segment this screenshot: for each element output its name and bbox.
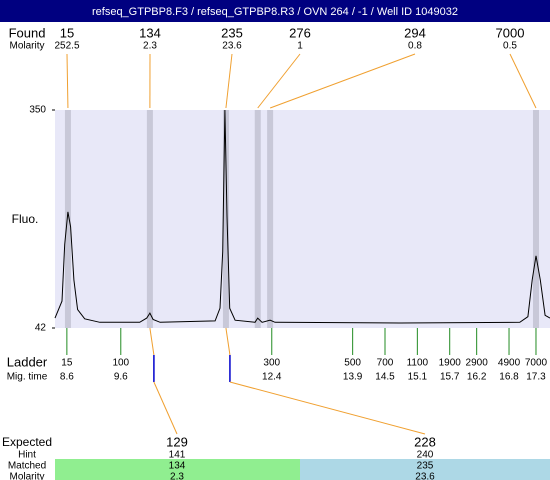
peak-molarity: 252.5 bbox=[54, 41, 79, 52]
ladder-time: 13.9 bbox=[343, 372, 363, 383]
plot-area bbox=[55, 110, 550, 328]
ladder-time: 16.2 bbox=[467, 372, 487, 383]
y-tick-label: 42 bbox=[35, 323, 47, 334]
expected-molarity: 2.3 bbox=[170, 472, 184, 480]
expected-label: Expected bbox=[2, 435, 52, 449]
matched-size: 134 bbox=[169, 461, 186, 472]
peak-band bbox=[146, 110, 153, 328]
title: refseq_GTPBP8.F3 / refseq_GTPBP8.R3 / OV… bbox=[92, 6, 458, 18]
ladder-label: Ladder bbox=[7, 354, 48, 369]
matched-band bbox=[55, 459, 300, 480]
peak-size: 134 bbox=[139, 25, 161, 40]
expected-molarity: 23.6 bbox=[415, 472, 435, 480]
matched-label: Matched bbox=[8, 461, 46, 472]
peak-band bbox=[222, 110, 229, 328]
ladder-size: 300 bbox=[263, 358, 280, 369]
found-label: Found bbox=[9, 25, 46, 40]
peak-leader bbox=[66, 53, 69, 109]
peak-leader bbox=[269, 53, 416, 109]
matched-band bbox=[300, 459, 550, 480]
ladder-size: 700 bbox=[377, 358, 394, 369]
expected-molarity-label: Molarity bbox=[9, 472, 44, 480]
match-leader bbox=[153, 381, 178, 435]
ladder-size: 15 bbox=[61, 358, 73, 369]
match-leader bbox=[149, 327, 155, 356]
y-tick-label: 350 bbox=[29, 105, 46, 116]
peak-molarity: 23.6 bbox=[222, 41, 242, 52]
peak-molarity: 0.5 bbox=[503, 41, 517, 52]
peak-band bbox=[64, 110, 71, 328]
peak-leader bbox=[509, 53, 537, 109]
peak-band bbox=[532, 110, 539, 328]
ladder-size: 1900 bbox=[439, 358, 462, 369]
ladder-size: 2900 bbox=[466, 358, 489, 369]
peak-size: 276 bbox=[289, 25, 311, 40]
peak-molarity: 1 bbox=[297, 41, 303, 52]
matched-size: 235 bbox=[417, 461, 434, 472]
expected-size: 129 bbox=[166, 434, 188, 449]
ladder-time: 16.8 bbox=[499, 372, 519, 383]
peak-size: 7000 bbox=[496, 25, 525, 40]
ladder-size: 100 bbox=[112, 358, 129, 369]
peak-molarity: 0.8 bbox=[408, 41, 422, 52]
ladder-time: 8.6 bbox=[60, 372, 74, 383]
y-axis-label: Fluo. bbox=[12, 212, 39, 226]
ladder-size: 1100 bbox=[407, 358, 429, 369]
peak-band bbox=[267, 110, 274, 328]
match-leader bbox=[225, 327, 231, 356]
ladder-time: 15.7 bbox=[440, 372, 460, 383]
peak-molarity: 2.3 bbox=[143, 41, 157, 52]
ladder-size: 7000 bbox=[525, 358, 548, 369]
peak-leader bbox=[257, 53, 301, 109]
ladder-time: 15.1 bbox=[408, 372, 428, 383]
hint-size: 240 bbox=[417, 450, 434, 461]
ladder-size: 500 bbox=[344, 358, 361, 369]
ladder-size: 4900 bbox=[498, 358, 521, 369]
hint-label: Hint bbox=[18, 450, 36, 461]
trace bbox=[54, 109, 550, 324]
peak-size: 294 bbox=[404, 25, 426, 40]
mig-time-label: Mig. time bbox=[7, 372, 48, 383]
title-bar bbox=[0, 0, 550, 22]
ladder-time: 14.5 bbox=[375, 372, 395, 383]
expected-size: 228 bbox=[414, 434, 436, 449]
peak-size: 15 bbox=[60, 25, 74, 40]
peak-size: 235 bbox=[221, 25, 243, 40]
ladder-time: 12.4 bbox=[262, 372, 282, 383]
ladder-time: 17.3 bbox=[526, 372, 546, 383]
peak-band bbox=[254, 110, 261, 328]
peak-leader bbox=[225, 53, 233, 109]
molarity-label: Molarity bbox=[9, 41, 44, 52]
hint-size: 141 bbox=[169, 450, 186, 461]
match-leader bbox=[229, 381, 426, 435]
ladder-time: 9.6 bbox=[114, 372, 128, 383]
